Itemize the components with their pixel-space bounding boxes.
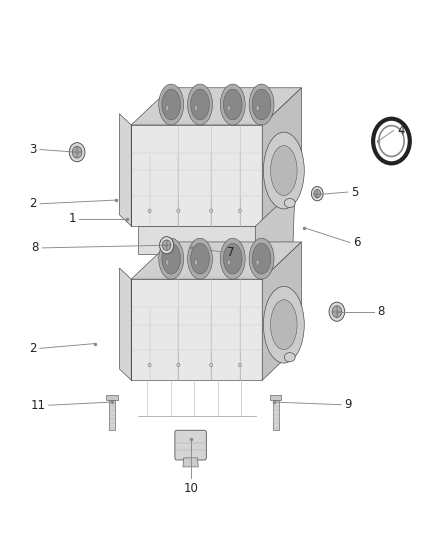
Polygon shape: [272, 400, 279, 430]
Text: 11: 11: [30, 399, 45, 412]
Circle shape: [69, 143, 85, 162]
Ellipse shape: [159, 238, 184, 279]
Ellipse shape: [263, 286, 304, 363]
Circle shape: [148, 209, 151, 213]
Ellipse shape: [194, 106, 198, 111]
Text: 9: 9: [345, 398, 352, 411]
Circle shape: [209, 209, 213, 213]
Ellipse shape: [159, 84, 184, 125]
Polygon shape: [131, 125, 262, 226]
Circle shape: [177, 363, 180, 367]
Text: 2: 2: [29, 342, 36, 355]
Circle shape: [209, 363, 213, 367]
Ellipse shape: [256, 106, 259, 111]
Ellipse shape: [220, 238, 245, 279]
Polygon shape: [262, 242, 301, 380]
Ellipse shape: [162, 89, 180, 120]
Ellipse shape: [191, 89, 209, 120]
Ellipse shape: [220, 84, 245, 125]
Polygon shape: [183, 458, 198, 467]
Circle shape: [162, 240, 171, 251]
Ellipse shape: [252, 89, 271, 120]
Ellipse shape: [227, 260, 230, 265]
Ellipse shape: [284, 353, 295, 362]
Circle shape: [159, 237, 174, 254]
Circle shape: [373, 119, 410, 164]
Ellipse shape: [191, 244, 209, 274]
Circle shape: [148, 363, 151, 367]
Text: 1: 1: [68, 212, 76, 225]
Polygon shape: [256, 189, 295, 254]
Polygon shape: [262, 88, 301, 226]
Ellipse shape: [187, 238, 212, 279]
Polygon shape: [109, 400, 115, 430]
Ellipse shape: [271, 146, 297, 196]
Text: 8: 8: [31, 241, 39, 254]
Circle shape: [311, 187, 323, 201]
Circle shape: [379, 126, 404, 157]
Ellipse shape: [263, 132, 304, 209]
Circle shape: [238, 209, 241, 213]
Ellipse shape: [271, 300, 297, 350]
Polygon shape: [120, 268, 131, 380]
Text: 6: 6: [353, 236, 361, 249]
Polygon shape: [120, 114, 131, 226]
Ellipse shape: [166, 106, 169, 111]
Polygon shape: [131, 242, 301, 279]
Polygon shape: [131, 88, 301, 125]
Ellipse shape: [252, 244, 271, 274]
Text: 8: 8: [378, 305, 385, 318]
Circle shape: [314, 190, 321, 198]
Ellipse shape: [187, 84, 212, 125]
Text: 4: 4: [397, 124, 405, 137]
FancyBboxPatch shape: [175, 430, 206, 460]
Ellipse shape: [256, 260, 259, 265]
Ellipse shape: [284, 198, 295, 207]
Circle shape: [329, 302, 345, 321]
Polygon shape: [138, 226, 256, 254]
Circle shape: [238, 363, 241, 367]
Text: 5: 5: [351, 185, 359, 199]
Polygon shape: [106, 395, 118, 400]
Text: 10: 10: [183, 482, 198, 495]
Ellipse shape: [162, 244, 180, 274]
Ellipse shape: [249, 84, 274, 125]
Ellipse shape: [227, 106, 230, 111]
Ellipse shape: [223, 89, 242, 120]
Ellipse shape: [223, 244, 242, 274]
Polygon shape: [131, 279, 262, 380]
Polygon shape: [270, 395, 282, 400]
Text: 2: 2: [29, 197, 36, 211]
Text: 3: 3: [29, 143, 36, 156]
Ellipse shape: [194, 260, 198, 265]
Ellipse shape: [249, 238, 274, 279]
Text: 7: 7: [227, 246, 234, 259]
Ellipse shape: [166, 260, 169, 265]
Circle shape: [72, 147, 82, 158]
Circle shape: [332, 306, 342, 318]
Circle shape: [177, 209, 180, 213]
